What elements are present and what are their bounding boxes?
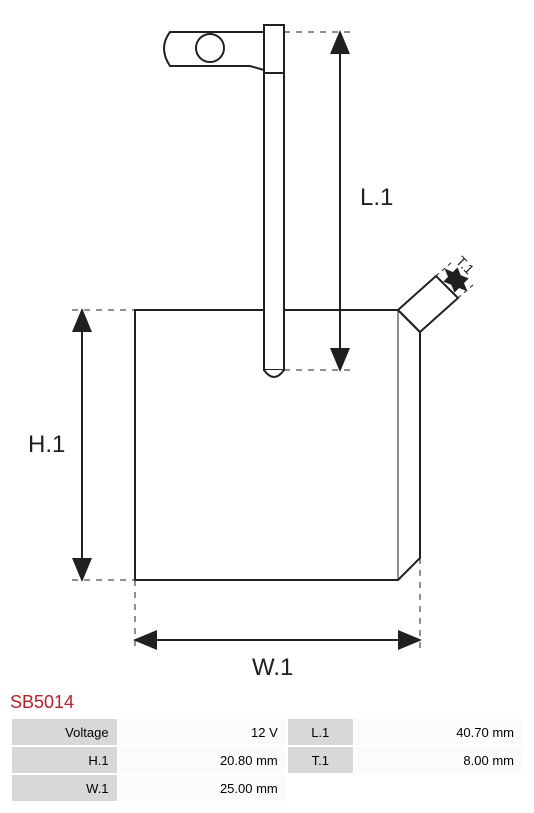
spec-value: 25.00 mm (118, 774, 287, 802)
label-L1: L.1 (360, 184, 393, 211)
spec-label: T.1 (287, 746, 354, 774)
part-number: SB5014 (0, 690, 534, 717)
spec-value: 20.80 mm (118, 746, 287, 774)
label-W1: W.1 (252, 654, 293, 681)
table-row: W.125.00 mm (11, 774, 523, 802)
brush-body (135, 276, 458, 580)
dimension-H1: H.1 (28, 310, 135, 580)
spec-label: L.1 (287, 718, 354, 746)
terminal-lug (164, 25, 284, 73)
spec-value (354, 774, 523, 802)
table-row: Voltage12 VL.140.70 mm (11, 718, 523, 746)
table-row: H.120.80 mmT.18.00 mm (11, 746, 523, 774)
spec-value: 12 V (118, 718, 287, 746)
diagram-svg: L.1 H.1 W.1 T.1 (0, 0, 534, 690)
technical-diagram: L.1 H.1 W.1 T.1 (0, 0, 534, 690)
label-H1: H.1 (28, 431, 65, 458)
spec-label: H.1 (11, 746, 118, 774)
spec-label: Voltage (11, 718, 118, 746)
spec-label (287, 774, 354, 802)
label-T1: T.1 (453, 253, 478, 278)
spec-table: Voltage12 VL.140.70 mmH.120.80 mmT.18.00… (10, 717, 524, 803)
spec-label: W.1 (11, 774, 118, 802)
spec-value: 8.00 mm (354, 746, 523, 774)
spec-value: 40.70 mm (354, 718, 523, 746)
